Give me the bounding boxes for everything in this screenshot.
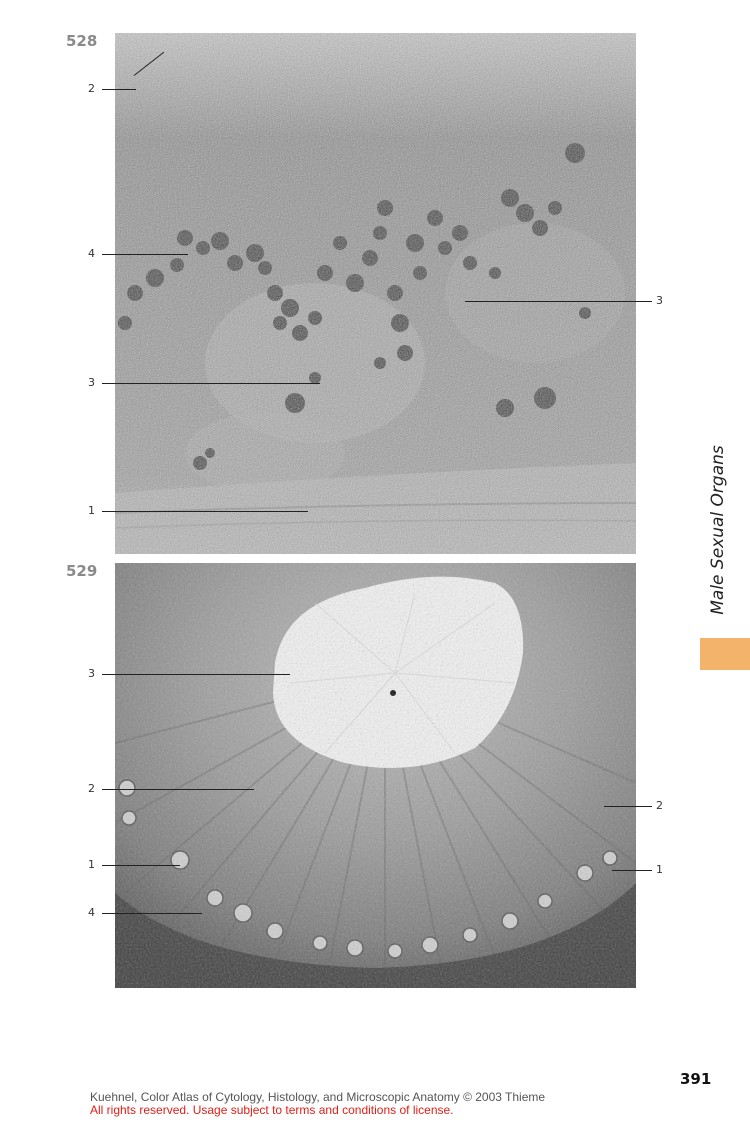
leader-line (102, 789, 254, 790)
label-528-left-4: 1 (88, 504, 95, 517)
page-number: 391 (680, 1070, 712, 1088)
figure-number: 529 (66, 562, 98, 580)
leader-line (102, 913, 202, 914)
leader-line (102, 89, 136, 90)
leader-line (465, 301, 652, 302)
leader-line (102, 674, 290, 675)
leader-line (102, 865, 180, 866)
light-micrograph-image (115, 563, 636, 988)
leader-line (612, 870, 652, 871)
section-tab (700, 638, 750, 670)
label-528-left-3: 3 (88, 376, 95, 389)
label-529-left-1: 3 (88, 667, 95, 680)
label-529-left-3: 1 (88, 858, 95, 871)
electron-micrograph-image (115, 33, 636, 554)
label-529-right-2: 1 (656, 863, 663, 876)
leader-line (102, 511, 308, 512)
leader-line (102, 254, 188, 255)
label-529-left-2: 2 (88, 782, 95, 795)
label-528-right-1: 3 (656, 294, 663, 307)
label-528-left-1: 2 (88, 82, 95, 95)
copyright-notice: Kuehnel, Color Atlas of Cytology, Histol… (90, 1091, 545, 1117)
label-529-right-1: 2 (656, 799, 663, 812)
leader-line (604, 806, 652, 807)
micrograph-illustration (115, 563, 636, 988)
figure-number: 528 (66, 32, 98, 50)
section-title-text: Male Sexual Organs (708, 445, 728, 615)
license-line: All rights reserved. Usage subject to te… (90, 1103, 454, 1117)
leader-line (102, 383, 320, 384)
micrograph-illustration (115, 33, 636, 554)
copyright-line: Kuehnel, Color Atlas of Cytology, Histol… (90, 1090, 546, 1104)
section-title: Male Sexual Organs (698, 430, 738, 630)
label-528-left-2: 4 (88, 247, 95, 260)
label-529-left-4: 4 (88, 906, 95, 919)
